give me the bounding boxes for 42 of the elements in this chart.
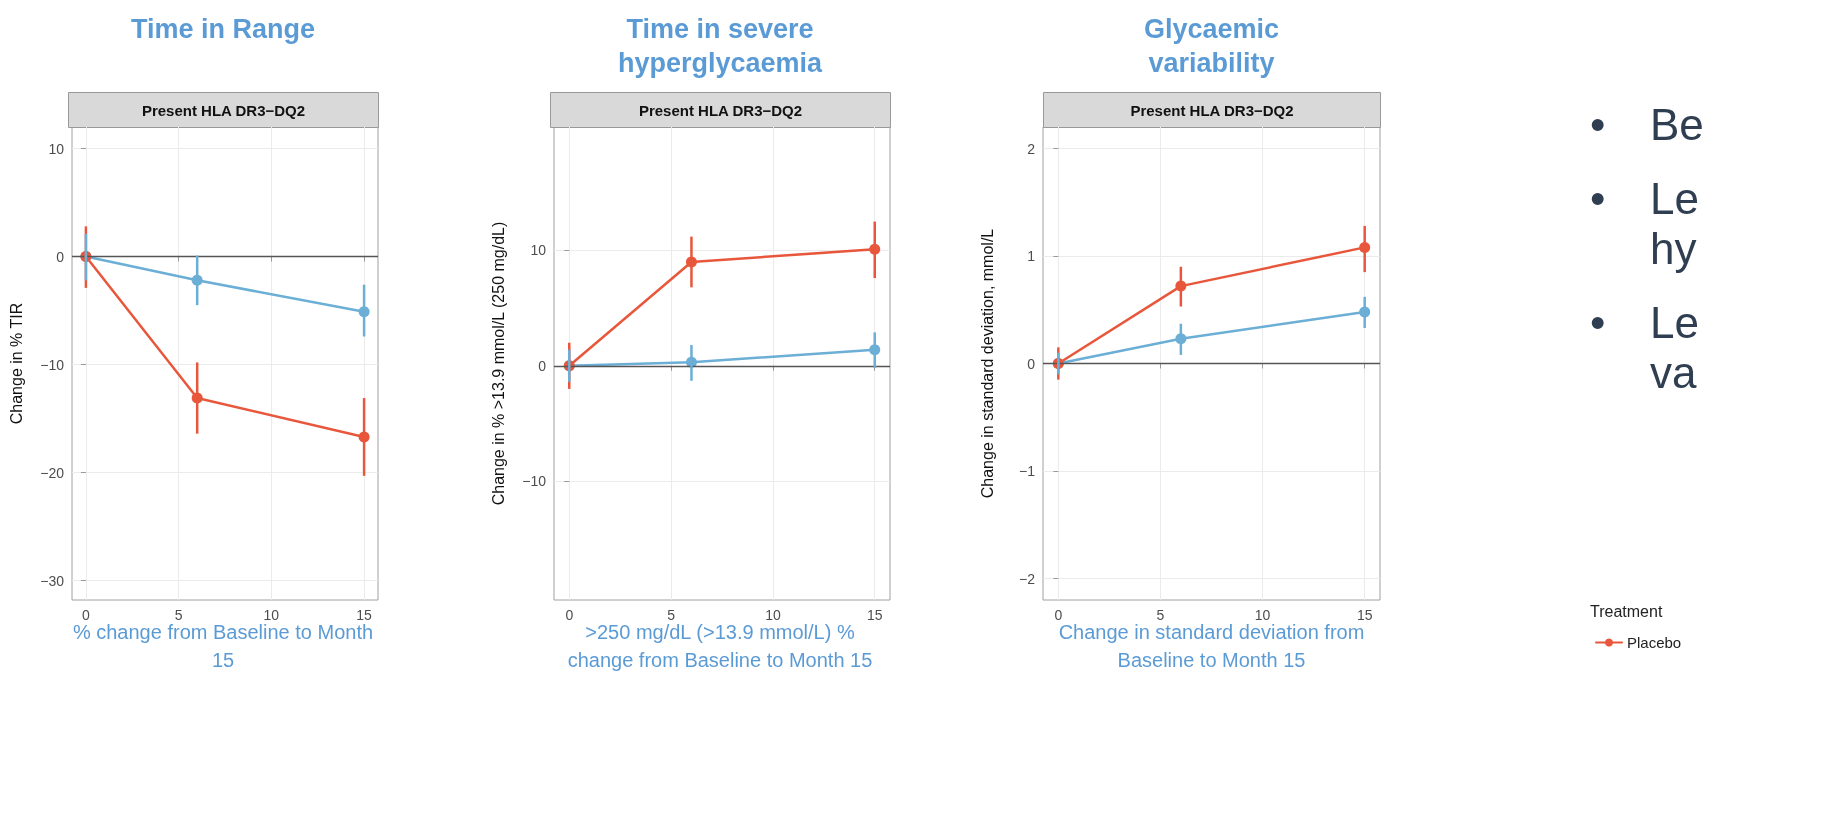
- chart-subtitle: Present HLA DR3−DQ2: [1130, 101, 1294, 119]
- y-tick-label: 10: [530, 242, 547, 259]
- chart-subtitle: Present HLA DR3−DQ2: [638, 101, 803, 119]
- x-tick-label: 15: [866, 607, 883, 623]
- y-tick-label: −20: [40, 464, 65, 481]
- x-tick-label: 0: [82, 607, 91, 623]
- legend-title: Treatment: [1590, 602, 1663, 620]
- x-axis-title: Change in standard deviation from Baseline to Month 15: [1057, 620, 1366, 673]
- y-tick-label: −2: [1019, 570, 1036, 587]
- y-axis-title: Change in % >13.9 mmol/L (250 mg/dL): [489, 221, 507, 506]
- y-tick-label: 2: [1027, 140, 1036, 157]
- x-tick-label: 15: [356, 607, 373, 623]
- x-axis-title: % change from Baseline to Month 15: [71, 620, 375, 673]
- x-tick-label: 0: [565, 607, 574, 623]
- x-tick-label: 5: [1156, 607, 1165, 623]
- y-tick-label: 0: [56, 248, 65, 265]
- y-tick-label: 10: [48, 140, 65, 157]
- chart-title: Time in severe hyperglycaemia: [616, 13, 824, 80]
- y-tick-label: −30: [40, 572, 65, 589]
- chart-subtitle: Present HLA DR3−DQ2: [141, 101, 306, 119]
- y-tick-label: −10: [40, 356, 65, 373]
- legend-label: Placebo: [1627, 634, 1682, 651]
- x-tick-label: 10: [1254, 607, 1271, 623]
- y-tick-label: 1: [1027, 248, 1036, 264]
- y-axis-title: Change in % TIR: [7, 302, 25, 425]
- x-tick-label: 0: [1054, 607, 1063, 623]
- text: • Le va: [1590, 298, 1699, 398]
- text: • Le hy: [1590, 174, 1699, 274]
- chart-title: Glycaemic variability: [1142, 13, 1281, 80]
- x-tick-label: 5: [174, 607, 183, 623]
- x-tick-label: 10: [263, 607, 280, 623]
- y-tick-label: 0: [1027, 355, 1036, 372]
- x-tick-label: 10: [765, 607, 781, 623]
- x-axis-title: >250 mg/dL (>13.9 mmol/L) % change from Baseline to Month 15: [567, 621, 873, 671]
- y-tick-label: −1: [1019, 463, 1036, 479]
- x-tick-label: 15: [1356, 607, 1373, 623]
- y-axis-title: Change in standard deviation, mmol/L: [978, 228, 996, 499]
- x-tick-label: 5: [667, 607, 676, 623]
- chart-title: Time in Range: [129, 13, 316, 46]
- y-tick-label: 0: [538, 357, 547, 374]
- y-tick-label: −10: [522, 473, 547, 490]
- text: • Be: [1590, 100, 1704, 150]
